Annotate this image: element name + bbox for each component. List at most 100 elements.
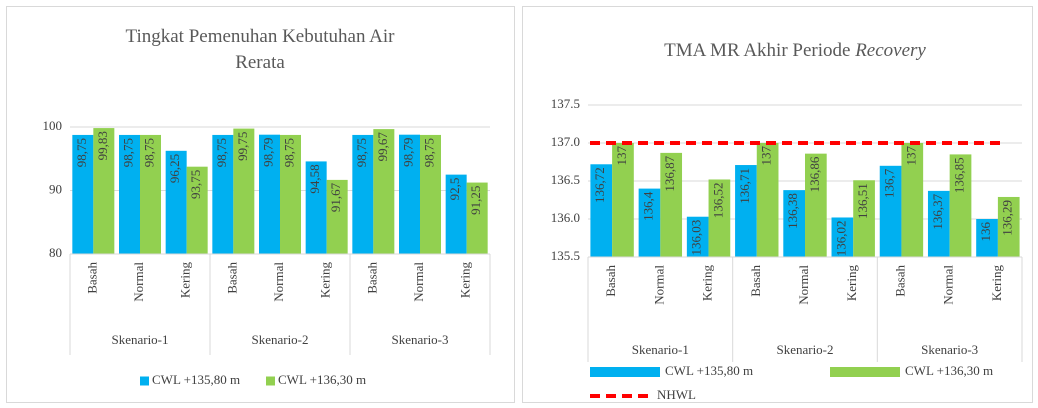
data-label: 92,5 bbox=[447, 178, 462, 201]
y-tick-label: 137.5 bbox=[551, 96, 580, 111]
y-tick-label: 100 bbox=[43, 118, 63, 133]
data-label: 136,71 bbox=[737, 168, 752, 204]
data-label: 136,86 bbox=[807, 156, 822, 192]
x-tick-label: Kering bbox=[844, 265, 859, 302]
legend-label: CWL +135,80 m bbox=[152, 372, 240, 387]
data-label: 91,25 bbox=[468, 186, 483, 215]
legend-label: CWL +135,80 m bbox=[665, 363, 753, 378]
bar bbox=[373, 129, 395, 254]
bar bbox=[853, 180, 875, 257]
bar bbox=[901, 143, 924, 257]
x-tick-label: Normal bbox=[411, 262, 426, 302]
x-tick-label: Basah bbox=[84, 262, 99, 294]
data-label: 136,02 bbox=[833, 220, 848, 256]
data-label: 91,67 bbox=[328, 182, 343, 212]
bar bbox=[590, 164, 613, 257]
y-tick-label: 90 bbox=[49, 181, 62, 196]
legend-swatch bbox=[140, 376, 149, 386]
x-tick-label: Kering bbox=[458, 262, 473, 299]
bar bbox=[212, 134, 234, 254]
data-label: 98,75 bbox=[281, 138, 296, 167]
bar bbox=[708, 179, 731, 257]
x-tick-label: Kering bbox=[989, 265, 1004, 302]
data-label: 136,87 bbox=[662, 155, 677, 191]
bar bbox=[638, 188, 661, 257]
data-label: 137 bbox=[614, 146, 629, 166]
data-label: 136,72 bbox=[592, 167, 607, 203]
x-tick-label: Basah bbox=[748, 265, 763, 297]
legend-label: CWL +136,30 m bbox=[278, 372, 366, 387]
bar bbox=[976, 219, 998, 257]
bar bbox=[879, 165, 902, 257]
data-label: 96,25 bbox=[167, 154, 182, 183]
data-label: 136,03 bbox=[689, 220, 704, 256]
group-label: Skenario-2 bbox=[776, 342, 833, 357]
bar bbox=[831, 217, 854, 257]
legend-swatch bbox=[266, 376, 275, 386]
x-tick-label: Basah bbox=[364, 262, 379, 294]
data-label: 137 bbox=[759, 146, 774, 166]
data-label: 98,79 bbox=[260, 138, 275, 167]
data-label: 136,85 bbox=[952, 157, 967, 193]
data-label: 98,75 bbox=[141, 138, 156, 167]
x-tick-label: Basah bbox=[603, 265, 618, 297]
bar bbox=[420, 134, 441, 254]
bar bbox=[735, 165, 757, 257]
title: TMA MR Akhir Periode bbox=[664, 40, 850, 61]
x-tick-label: Normal bbox=[651, 265, 666, 305]
data-label: 99,67 bbox=[375, 132, 390, 162]
y-tick-label: 137.0 bbox=[551, 134, 580, 149]
x-tick-label: Basah bbox=[224, 262, 239, 294]
bar bbox=[997, 196, 1020, 257]
bar bbox=[93, 128, 115, 254]
bar bbox=[186, 166, 208, 254]
legend-label: CWL +136,30 m bbox=[905, 363, 993, 378]
x-tick-label: Basah bbox=[892, 265, 907, 297]
x-tick-label: Kering bbox=[178, 262, 193, 299]
bar bbox=[233, 128, 255, 254]
bar bbox=[72, 134, 94, 254]
data-label: 136,4 bbox=[640, 191, 655, 221]
title: Tingkat Pemenuhan Kebutuhan Air Rerata bbox=[126, 26, 396, 73]
data-label: 136,29 bbox=[1000, 200, 1015, 236]
data-label: 98,75 bbox=[214, 138, 229, 167]
y-tick-label: 136.0 bbox=[551, 210, 580, 225]
data-label: 98,75 bbox=[74, 138, 89, 167]
bar bbox=[352, 134, 374, 254]
group-label: Skenario-1 bbox=[632, 342, 689, 357]
bar bbox=[660, 152, 683, 257]
bar bbox=[280, 134, 301, 254]
legend-label: NHWL bbox=[657, 387, 696, 402]
data-label: 98,75 bbox=[120, 138, 135, 167]
data-label: 94,58 bbox=[307, 164, 322, 193]
data-label: 98,75 bbox=[421, 138, 436, 167]
bar bbox=[259, 134, 280, 254]
bar bbox=[165, 150, 187, 254]
y-tick-label: 80 bbox=[49, 245, 62, 260]
bar bbox=[612, 143, 634, 257]
data-label: 136,37 bbox=[930, 193, 945, 229]
bar bbox=[399, 134, 420, 254]
group-label: Skenario-1 bbox=[111, 332, 168, 347]
x-tick-label: Kering bbox=[700, 265, 715, 302]
x-tick-label: Normal bbox=[941, 265, 956, 305]
group-label: Skenario-3 bbox=[391, 332, 448, 347]
data-label: 98,75 bbox=[354, 138, 369, 167]
data-label: 99,75 bbox=[235, 132, 250, 161]
legend-swatch bbox=[830, 367, 900, 377]
bar bbox=[927, 190, 950, 257]
data-label: 137 bbox=[903, 146, 918, 166]
data-label: 136,7 bbox=[882, 168, 897, 198]
bar bbox=[805, 153, 827, 257]
title-emphasis: Recovery bbox=[854, 40, 926, 61]
data-label: 99,83 bbox=[95, 131, 110, 160]
bar bbox=[686, 216, 709, 257]
y-tick-label: 136.5 bbox=[551, 172, 580, 187]
bar bbox=[119, 134, 140, 254]
group-label: Skenario-3 bbox=[921, 342, 978, 357]
bar bbox=[783, 190, 805, 257]
x-tick-label: Normal bbox=[131, 262, 146, 302]
bar bbox=[756, 143, 779, 257]
chart-title: TMA MR Akhir Periode Recovery bbox=[664, 40, 926, 61]
